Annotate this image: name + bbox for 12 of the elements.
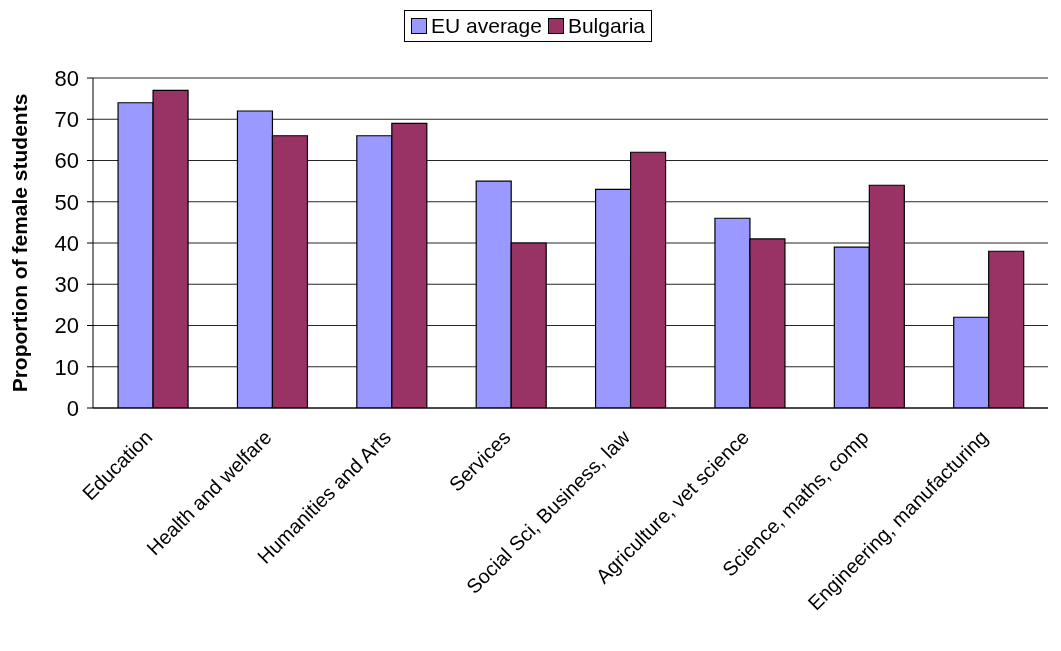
- y-tick-label: 30: [54, 272, 79, 298]
- y-tick-label: 40: [54, 230, 79, 256]
- y-tick-label: 60: [54, 148, 79, 174]
- y-tick-label: 20: [54, 313, 79, 339]
- y-tick-label: 50: [54, 189, 79, 215]
- y-tick-label: 10: [54, 354, 79, 380]
- y-tick-label: 0: [66, 395, 79, 421]
- y-axis-title: Proportion of female students: [8, 93, 32, 393]
- legend-label: Bulgaria: [566, 14, 645, 38]
- y-tick-label: 70: [54, 107, 79, 133]
- y-tick-label: 80: [54, 65, 79, 91]
- legend-label: EU average: [430, 14, 542, 38]
